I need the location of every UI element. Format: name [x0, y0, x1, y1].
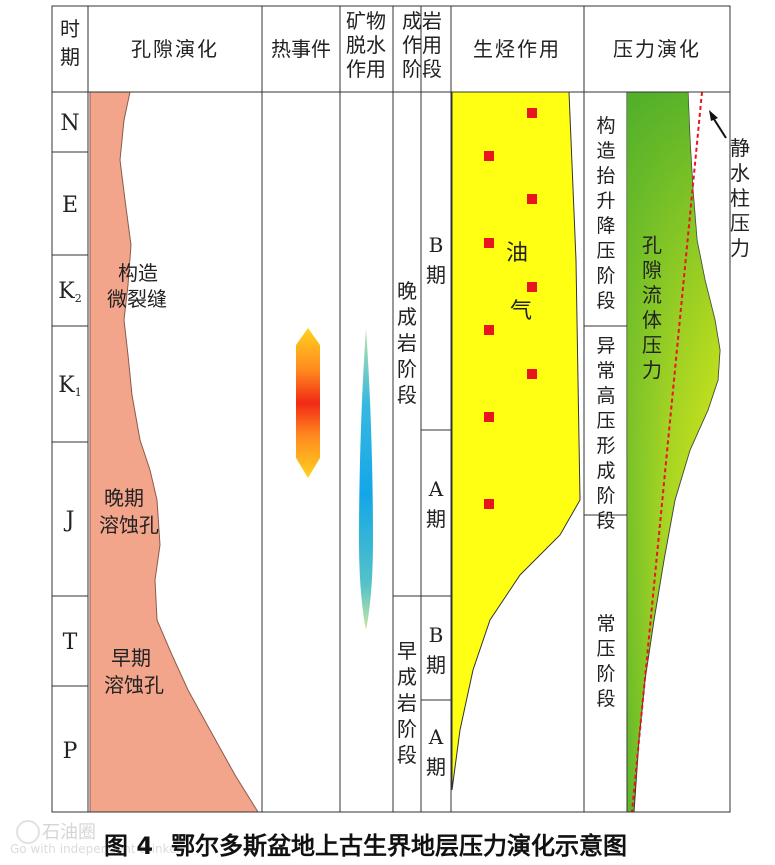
figure-caption: 图 4 鄂尔多斯盆地上古生界地层压力演化示意图 — [104, 826, 627, 861]
period-label: E — [62, 193, 78, 218]
header-mineral-dehydration: 矿物脱水作用 — [346, 9, 386, 81]
header-hydrocarbon-generation: 生烃作用 — [473, 37, 561, 61]
hydrocarbon-area — [451, 91, 581, 791]
pore-fluid-pressure-label: 孔隙流体压力 — [642, 233, 662, 382]
marker — [484, 412, 494, 422]
marker — [484, 499, 494, 509]
header-pore-evolution: 孔隙演化 — [131, 37, 219, 61]
period-label: P — [63, 739, 78, 764]
figure-number: 图 4 — [104, 832, 154, 860]
figure-title: 鄂尔多斯盆地上古生界地层压力演化示意图 — [171, 832, 628, 860]
period-label: J — [64, 508, 75, 533]
pore-label-early-dissolution: 早期 — [111, 646, 151, 670]
pore-label-early-dissolution: 溶蚀孔 — [104, 673, 164, 697]
marker — [484, 238, 494, 248]
pressure-stage-normal: 常压阶段 — [596, 613, 615, 710]
marker — [527, 194, 537, 204]
watermark-slogan: Go with independent thinker — [10, 842, 182, 856]
watermark-name: 石油圈 — [42, 822, 96, 843]
hydrostatic-arrow — [711, 115, 727, 139]
marker — [527, 369, 537, 379]
grid-lines — [51, 5, 731, 813]
hydrocarbon-gas-label: 气 — [510, 299, 532, 324]
pressure-stage-tectonic-uplift: 构造抬升降压阶段 — [596, 115, 615, 312]
marker — [484, 151, 494, 161]
period-label: K1 — [58, 373, 81, 399]
header-thermal-event: 热事件 — [271, 37, 331, 61]
marker — [527, 108, 537, 118]
marker — [527, 282, 537, 292]
diagenesis-late-stage: 晚成岩阶段 — [397, 279, 417, 407]
period-label: K2 — [58, 279, 81, 305]
pore-label-micro-fractures: 构造 — [118, 261, 158, 285]
header-pressure-evolution: 压力演化 — [613, 37, 701, 61]
diagenesis-early-stage: 早成岩阶段 — [397, 639, 417, 767]
headers: 时期 孔隙演化 热事件 矿物脱水作用 成岩作用阶段 生烃作用 压力演化 — [60, 9, 701, 81]
hydrocarbon-markers — [484, 108, 537, 509]
watermark: 石油圈 Go with independent thinker — [8, 818, 208, 862]
hydrostatic-arrow-head — [709, 110, 718, 121]
mineral-dehydration-shape — [359, 328, 373, 630]
pore-evolution-area — [89, 91, 259, 813]
marker — [484, 325, 494, 335]
pore-label-late-dissolution: 晚期 — [104, 486, 144, 510]
pore-label-micro-fractures: 微裂缝 — [107, 287, 167, 311]
header-period: 时期 — [60, 17, 80, 69]
header-diagenesis-stage: 成岩作用阶段 — [402, 9, 442, 81]
period-labels: N E K2 K1 J T P — [58, 111, 81, 764]
period-label: N — [60, 111, 79, 136]
pore-labels: 构造 微裂缝 晚期 溶蚀孔 早期 溶蚀孔 — [99, 261, 167, 697]
hydrocarbon-oil-label: 油 — [506, 241, 528, 266]
hydrostatic-pressure-label: 静水柱压力 — [730, 136, 750, 260]
watermark-logo-icon — [16, 820, 40, 844]
thermal-event-shape — [296, 328, 320, 478]
pressure-stage-overpressure: 异常高压形成阶段 — [596, 335, 615, 532]
hydrostatic-pressure-line — [631, 91, 703, 813]
pore-label-late-dissolution: 溶蚀孔 — [99, 513, 159, 537]
period-label: T — [63, 630, 78, 655]
pressure-area-shade — [627, 92, 720, 812]
